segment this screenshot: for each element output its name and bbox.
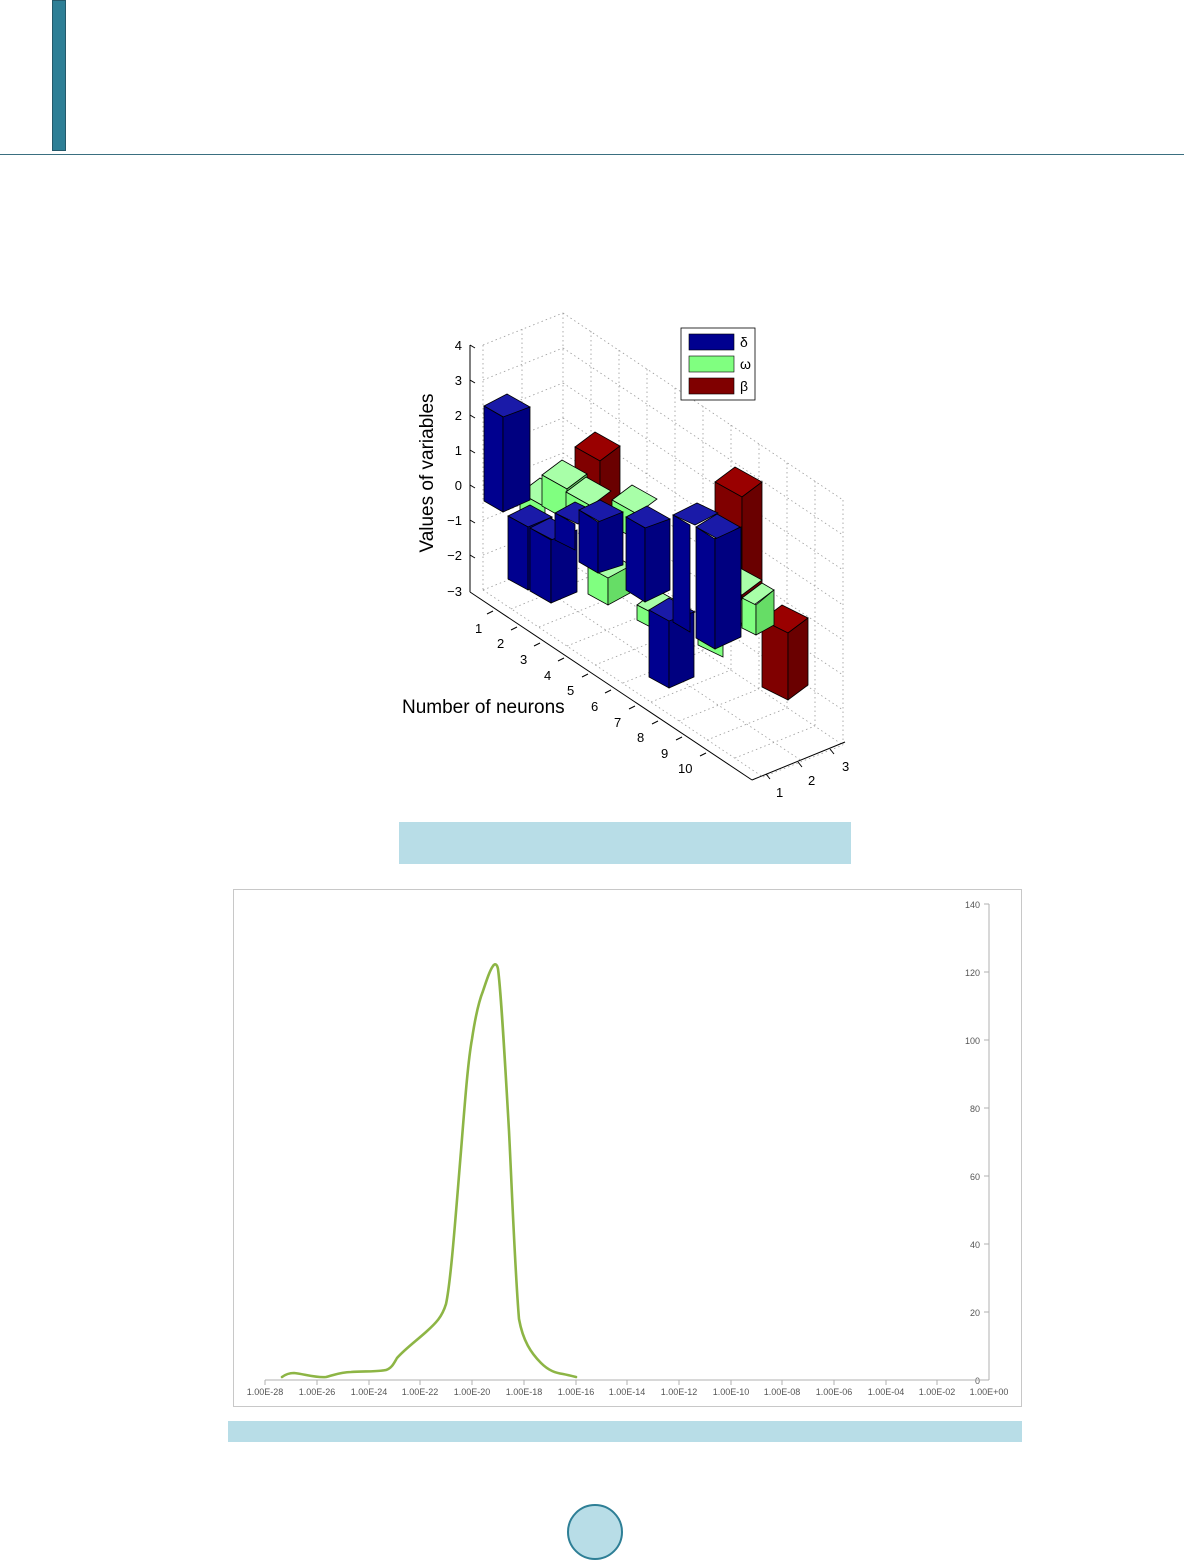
legend-swatch-delta [688, 333, 735, 351]
y-tick-labels: 4 3 2 1 0 −1 −2 −3 [447, 338, 462, 599]
y-tick: 2 [455, 408, 462, 423]
y-tick: 4 [455, 338, 462, 353]
figure-3d-bar-chart: 4 3 2 1 0 −1 −2 −3 Values of variables 1… [395, 300, 865, 810]
y-tick: 3 [455, 373, 462, 388]
y-axis [984, 903, 990, 1381]
x-tick: 1.00E-04 [868, 1387, 905, 1397]
x-tick-labels: 1.00E-28 1.00E-26 1.00E-24 1.00E-22 1.00… [247, 1387, 1009, 1397]
x-tick: 1.00E-12 [661, 1387, 698, 1397]
header-rule [0, 154, 1184, 155]
y-tick: 20 [970, 1308, 980, 1318]
y-tick: −3 [447, 584, 462, 599]
x-axis-label: Number of neurons [402, 697, 565, 718]
x-tick: 10 [678, 761, 692, 776]
y-tick: −2 [447, 548, 462, 563]
bar-delta-5 [578, 499, 624, 574]
y-tick: 120 [965, 968, 980, 978]
x-tick: 1.00E-28 [247, 1387, 284, 1397]
y-tick: 1 [455, 443, 462, 458]
x-tick: 4 [544, 668, 551, 683]
x-tick: 1.00E-22 [402, 1387, 439, 1397]
bar-delta-1 [483, 393, 531, 513]
y-tick: 100 [965, 1036, 980, 1046]
x-axis [264, 1379, 989, 1385]
bar-omega-10 [741, 582, 775, 636]
legend-label-omega: ω [740, 356, 751, 372]
x-tick: 1.00E-18 [506, 1387, 543, 1397]
x-tick: 1.00E-06 [816, 1387, 853, 1397]
bar-delta-6 [625, 505, 671, 603]
y-tick: −1 [447, 513, 462, 528]
x-tick: 1.00E-20 [454, 1387, 491, 1397]
legend-label-beta: β [740, 378, 748, 394]
y-tick: 80 [970, 1104, 980, 1114]
x-tick: 6 [591, 699, 598, 714]
x-tick: 8 [637, 730, 644, 745]
x-tick: 1.00E-14 [609, 1387, 646, 1397]
x-tick: 1 [475, 621, 482, 636]
data-line [280, 963, 578, 1379]
x-tick: 2 [497, 636, 504, 651]
x-tick: 3 [520, 652, 527, 667]
y-tick: 140 [965, 900, 980, 910]
x-tick: 1.00E-24 [351, 1387, 388, 1397]
bar-beta-10 [761, 604, 809, 701]
x-tick-labels: 1 2 3 4 5 6 7 8 9 10 [475, 621, 692, 776]
x-tick: 7 [614, 715, 621, 730]
y-tick: 40 [970, 1240, 980, 1250]
z-tick: 1 [776, 785, 783, 800]
y-tick-labels: 140 120 100 80 60 40 20 0 [965, 900, 980, 1386]
x-tick: 1.00E-26 [299, 1387, 336, 1397]
grid-lines [482, 312, 844, 778]
x-tick: 1.00E-16 [558, 1387, 595, 1397]
axes [469, 344, 846, 781]
legend: δ ω β [680, 327, 756, 401]
bar-delta-9 [695, 513, 742, 650]
bar-delta-8 [672, 502, 719, 633]
x-tick: 1.00E-10 [713, 1387, 750, 1397]
figure-line-chart: 140 120 100 80 60 40 20 0 [233, 889, 1022, 1407]
y-tick: 0 [455, 478, 462, 493]
page-number-badge [567, 1504, 623, 1560]
x-tick: 5 [567, 683, 574, 698]
z-tick: 3 [842, 759, 849, 774]
z-tick: 2 [808, 773, 815, 788]
x-tick: 1.00E-02 [919, 1387, 956, 1397]
figure1-caption [399, 822, 851, 864]
x-tick: 9 [661, 746, 668, 761]
z-tick-labels: 1 2 3 [776, 759, 849, 800]
y-tick: 60 [970, 1172, 980, 1182]
header-accent-bar [52, 0, 66, 151]
x-tick: 1.00E-08 [764, 1387, 801, 1397]
x-tick: 1.00E+00 [970, 1387, 1009, 1397]
figure2-caption [228, 1421, 1022, 1442]
y-tick: 0 [975, 1376, 980, 1386]
bars [483, 393, 809, 701]
legend-swatch-beta [688, 377, 735, 395]
legend-swatch-omega [688, 355, 735, 373]
legend-label-delta: δ [740, 334, 748, 350]
y-axis-label: Values of variables [417, 393, 438, 552]
